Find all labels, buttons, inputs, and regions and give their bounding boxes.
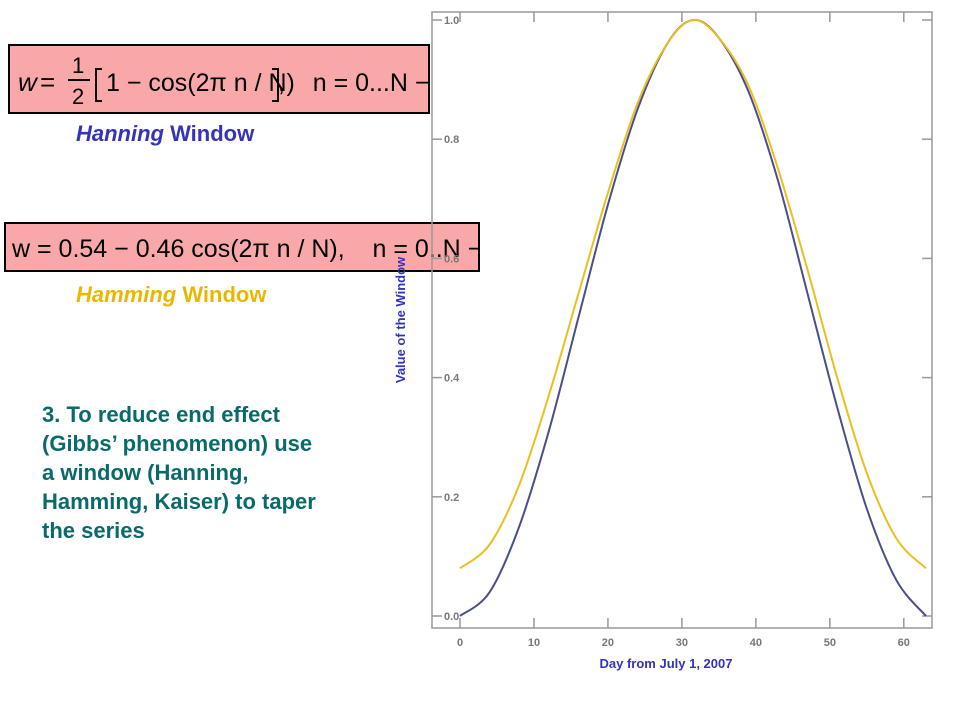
hanning-formula-range: , n = 0...N − 1 [278,69,428,97]
hamming-series-line [459,18,927,570]
note-line: the series [42,518,145,543]
note-line: 3. To reduce end effect [42,402,280,427]
y-tick-label: 1.0 [444,15,459,27]
note-line: a window (Hanning, [42,460,249,485]
x-tick-label: 0 [457,637,463,649]
hanning-formula-bracket-content: 1 − cos(2π n / N) [106,69,295,97]
hamming-window-suffix: Window [176,282,267,307]
chart-series [459,18,927,617]
hamming-formula: w = 0.54 − 0.46 cos(2π n / N), n = 0..N … [4,222,503,272]
y-tick-label: 0.6 [444,253,459,265]
right-bracket [272,68,279,102]
x-tick-label: 40 [750,637,762,649]
x-tick-label: 20 [602,637,614,649]
y-tick-label: 0.2 [444,492,459,504]
hanning-window-suffix: Window [164,121,255,146]
hanning-formula-half-den: 2 [72,84,84,109]
hamming-formula-graphic: w = 0.54 − 0.46 cos(2π n / N), n = 0..N … [11,235,503,263]
hanning-formula-equals: = [40,67,55,97]
hanning-series-line [459,18,927,617]
x-tick-label: 60 [898,637,910,649]
note-line: (Gibbs’ phenomenon) use [42,431,313,456]
y-tick-label: 0.0 [444,611,459,623]
hamming-formula-text: w = 0.54 − 0.46 cos(2π n / N), n = 0..N … [11,235,478,263]
x-tick-label: 10 [528,637,540,649]
chart-tick-labels: 0.0 0.2 0.4 0.6 0.8 1.0 0 10 20 30 40 50 60 [444,15,910,649]
x-tick-label: 50 [824,637,836,649]
hamming-window-title: Hamming Window [76,282,266,308]
y-axis-label: Value of the Window [393,256,408,383]
hanning-formula: w = 1 2 1 − cos(2π n / N) , n = 0...N − … [8,44,450,114]
y-tick-label: 0.4 [444,373,460,385]
hanning-window-title: Hanning Window [76,121,254,147]
hanning-formula-graphic: w = 1 2 1 − cos(2π n / N) , n = 0...N − … [18,53,450,109]
chart-axes [431,11,933,629]
plot-frame [431,11,933,629]
note-line: Hamming, Kaiser) to taper [42,489,316,514]
x-tick-label: 30 [676,637,688,649]
hanning-formula-lhs: w [18,67,39,97]
x-axis-label: Day from July 1, 2007 [600,656,733,671]
gibbs-note: 3. To reduce end effect (Gibbs’ phenomen… [42,400,387,545]
hanning-formula-half-num: 1 [72,53,84,78]
hanning-italic-label: Hanning [76,121,164,146]
y-tick-label: 0.8 [444,134,459,146]
left-bracket [95,68,102,102]
hamming-italic-label: Hamming [76,282,177,307]
